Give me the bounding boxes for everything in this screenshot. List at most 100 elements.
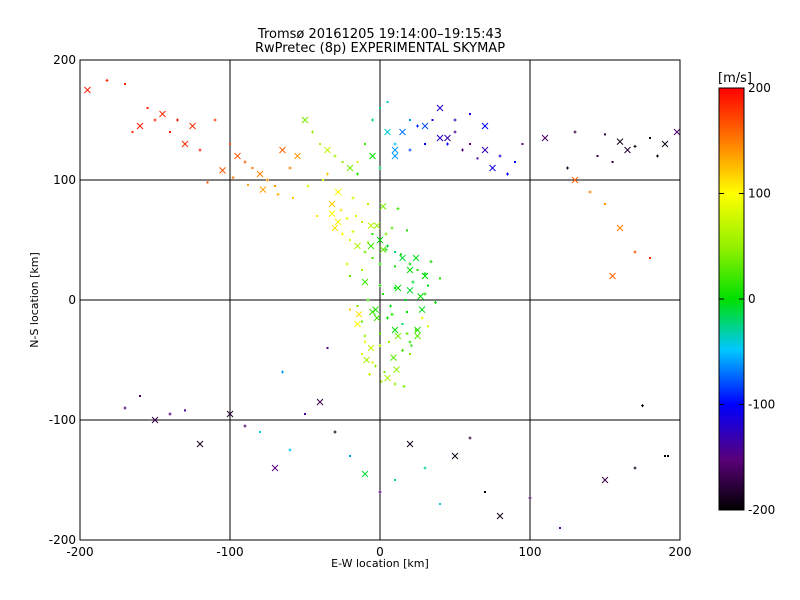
data-point xyxy=(363,340,367,344)
data-point xyxy=(498,154,502,158)
data-point xyxy=(416,269,419,271)
data-point xyxy=(333,430,337,434)
data-point xyxy=(391,146,399,154)
data-point xyxy=(304,413,306,415)
colorbar-tick-label: -200 xyxy=(748,503,775,517)
data-point xyxy=(514,161,516,163)
data-point xyxy=(408,262,412,266)
data-point xyxy=(198,148,202,152)
data-point xyxy=(409,119,411,121)
data-point xyxy=(394,479,396,481)
data-point xyxy=(328,200,336,208)
data-point xyxy=(541,134,549,142)
data-point xyxy=(399,254,406,262)
data-point xyxy=(389,304,392,308)
data-point xyxy=(664,455,666,457)
data-point xyxy=(641,404,644,408)
data-point xyxy=(176,118,179,122)
data-point xyxy=(496,512,504,520)
data-point xyxy=(393,142,397,146)
data-point xyxy=(649,257,651,259)
data-point xyxy=(406,229,408,232)
data-point xyxy=(444,134,451,142)
data-point xyxy=(391,152,399,160)
data-point xyxy=(393,382,397,386)
data-point xyxy=(266,178,269,182)
data-point xyxy=(394,265,396,268)
data-point xyxy=(408,148,412,152)
data-point xyxy=(412,254,420,262)
data-point xyxy=(355,311,363,318)
data-point xyxy=(390,312,394,316)
data-point xyxy=(481,122,489,130)
data-point xyxy=(405,332,409,336)
data-point xyxy=(382,293,384,295)
data-point xyxy=(324,146,331,154)
colorbar: [m/s] 200 100 0 -100 -200 xyxy=(718,71,775,517)
data-point xyxy=(139,395,141,397)
data-point xyxy=(661,140,669,148)
data-point xyxy=(416,124,419,128)
data-point xyxy=(371,118,374,122)
data-point xyxy=(384,232,388,236)
data-point xyxy=(372,306,379,313)
data-point xyxy=(384,374,391,382)
data-point xyxy=(123,406,127,410)
data-point xyxy=(349,275,351,277)
data-point xyxy=(436,134,444,142)
x-tick-label: 200 xyxy=(669,545,692,559)
colorbar-tick-label: 200 xyxy=(748,81,771,95)
data-point xyxy=(349,308,351,311)
data-point xyxy=(213,118,217,122)
data-point xyxy=(506,172,509,176)
data-point xyxy=(390,226,394,230)
data-point xyxy=(349,455,351,457)
data-point xyxy=(453,130,457,134)
data-point xyxy=(367,241,369,244)
data-point xyxy=(446,142,449,146)
data-point xyxy=(434,300,437,304)
data-point xyxy=(573,130,577,134)
data-point xyxy=(378,490,382,494)
data-point xyxy=(673,128,681,136)
data-point xyxy=(328,210,336,217)
data-point xyxy=(439,277,441,280)
data-point xyxy=(384,248,388,252)
data-point xyxy=(351,230,355,234)
data-point xyxy=(363,334,367,338)
data-point xyxy=(301,116,309,124)
data-point xyxy=(361,353,363,355)
data-point xyxy=(418,306,426,313)
y-axis-label: N-S location [km] xyxy=(28,252,41,348)
data-point xyxy=(105,78,109,82)
data-point xyxy=(351,196,355,200)
data-point xyxy=(367,344,375,352)
data-point xyxy=(588,190,592,194)
data-point xyxy=(379,203,387,210)
data-point xyxy=(341,161,344,163)
data-point xyxy=(394,284,402,292)
data-point xyxy=(423,466,427,470)
data-point xyxy=(386,244,389,248)
data-point xyxy=(281,370,284,374)
data-point xyxy=(406,266,414,274)
data-point xyxy=(184,409,186,412)
data-point xyxy=(383,371,386,373)
data-point xyxy=(274,185,276,187)
data-point xyxy=(243,160,247,164)
data-point xyxy=(596,155,599,157)
data-point xyxy=(656,154,659,158)
data-point xyxy=(484,491,486,493)
data-point xyxy=(292,197,294,199)
plot-area xyxy=(80,60,680,540)
y-tick-label: 100 xyxy=(53,173,76,187)
x-tick-label: -200 xyxy=(66,545,93,559)
data-point xyxy=(259,431,261,433)
data-point xyxy=(559,527,561,529)
data-point xyxy=(633,144,637,148)
data-point xyxy=(453,118,457,122)
data-point xyxy=(367,222,375,229)
data-point xyxy=(604,133,606,136)
data-point xyxy=(361,320,363,323)
